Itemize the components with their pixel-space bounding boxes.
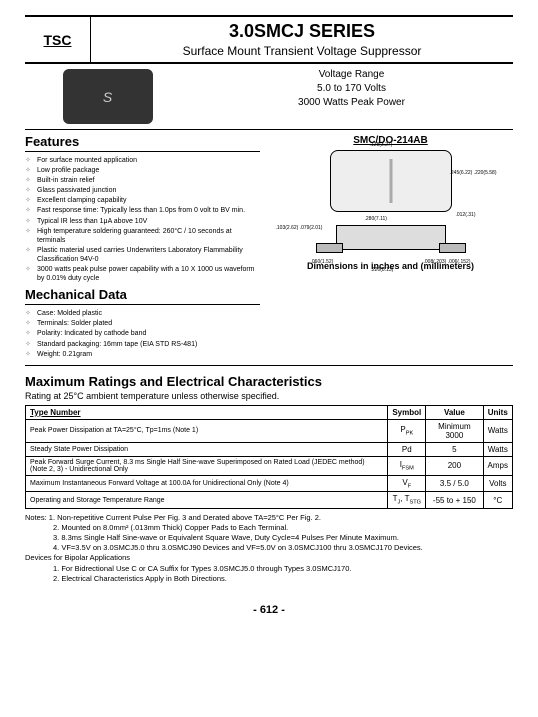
bipolar-item: 1. For Bidrectional Use C or CA Suffix f… — [25, 564, 513, 574]
cell-value: 200 — [426, 456, 483, 475]
voltage-range-cell: Voltage Range 5.0 to 170 Volts 3000 Watt… — [190, 64, 513, 129]
component-image-cell: S — [25, 64, 190, 129]
cell-symbol: Pd — [388, 442, 426, 456]
note-item: 1. Non-repetitive Current Pulse Per Fig.… — [49, 513, 321, 522]
series-title: 3.0SMCJ SERIES — [95, 21, 509, 42]
voltage-range: 5.0 to 170 Volts — [194, 82, 509, 96]
bipolar-label: Devices for Bipolar Applications — [25, 553, 513, 563]
cell-param: Peak Forward Surge Current, 8.3 ms Singl… — [26, 456, 388, 475]
cell-symbol: IFSM — [388, 456, 426, 475]
dim-label: .060(1.52) — [311, 259, 334, 265]
mech-item: Terminals: Solder plated — [25, 319, 260, 328]
ratings-subtitle: Rating at 25°C ambient temperature unles… — [25, 391, 513, 401]
series-subtitle: Surface Mount Transient Voltage Suppress… — [95, 44, 509, 58]
notes-label: Notes: — [25, 513, 47, 522]
title-cell: 3.0SMCJ SERIES Surface Mount Transient V… — [91, 17, 513, 62]
cell-symbol: VF — [388, 475, 426, 492]
col-units: Units — [483, 405, 512, 419]
cell-value: 5 — [426, 442, 483, 456]
col-type: Type Number — [26, 405, 388, 419]
feature-item: Glass passivated junction — [25, 186, 260, 195]
voltage-heading: Voltage Range — [194, 68, 509, 82]
mechanical-list: Case: Molded plastic Terminals: Solder p… — [25, 309, 260, 358]
package-side-view: .012(.31) .103(2.62) .079(2.01) .060(1.5… — [316, 220, 466, 255]
logo-cell: TSC — [25, 17, 91, 62]
cell-symbol: TJ, TSTG — [388, 492, 426, 509]
feature-item: For surface mounted application — [25, 156, 260, 165]
package-top-view — [330, 150, 452, 212]
table-row: Peak Power Dissipation at TA=25°C, Tp=1m… — [26, 419, 513, 442]
cell-param: Steady State Power Dissipation — [26, 442, 388, 456]
dim-label: .103(2.62) .079(2.01) — [276, 225, 323, 231]
mech-item: Weight: 0.21gram — [25, 350, 260, 359]
cell-units: °C — [483, 492, 512, 509]
note-item: 2. Mounted on 8.0mm² (.013mm Thick) Copp… — [25, 523, 513, 533]
feature-item: High temperature soldering guaranteed: 2… — [25, 227, 260, 245]
cell-units: Amps — [483, 456, 512, 475]
cell-param: Maximum Instantaneous Forward Voltage at… — [26, 475, 388, 492]
feature-item: Typical IR less than 1μA above 10V — [25, 217, 260, 226]
dim-label: .008(.203) .006(.152) — [424, 259, 471, 265]
note-item: 4. VF=3.5V on 3.0SMCJ5.0 thru 3.0SMCJ90 … — [25, 543, 513, 553]
table-header-row: Type Number Symbol Value Units — [26, 405, 513, 419]
feature-item: Fast response time: Typically less than … — [25, 206, 260, 215]
feature-item: Built-in strain relief — [25, 176, 260, 185]
voltage-power: 3000 Watts Peak Power — [194, 96, 509, 110]
dim-label: .012(.31) — [455, 212, 475, 218]
cell-param: Operating and Storage Temperature Range — [26, 492, 388, 509]
cell-value: 3.5 / 5.0 — [426, 475, 483, 492]
spec-table: Type Number Symbol Value Units Peak Powe… — [25, 405, 513, 509]
features-title: Features — [25, 134, 260, 152]
table-row: Operating and Storage Temperature Range … — [26, 492, 513, 509]
features-list: For surface mounted application Low prof… — [25, 156, 260, 283]
logo: TSC — [44, 32, 72, 48]
feature-item: Low profile package — [25, 166, 260, 175]
mech-item: Standard packaging: 16mm tape (EIA STD R… — [25, 340, 260, 349]
package-diagram: .128(3.27) .280(7.11) .245(6.22) .220(5.… — [273, 150, 508, 255]
feature-item: 3000 watts peak pulse power capability w… — [25, 265, 260, 283]
bipolar-item: 2. Electrical Characteristics Apply in B… — [25, 574, 513, 584]
table-row: Peak Forward Surge Current, 8.3 ms Singl… — [26, 456, 513, 475]
dim-label: .220(8.13) — [371, 267, 394, 273]
component-shape: S — [63, 69, 153, 124]
col-value: Value — [426, 405, 483, 419]
cell-value: Minimum 3000 — [426, 419, 483, 442]
cell-units: Watts — [483, 419, 512, 442]
cell-units: Watts — [483, 442, 512, 456]
mech-item: Polarity: Indicated by cathode band — [25, 329, 260, 338]
table-row: Maximum Instantaneous Forward Voltage at… — [26, 475, 513, 492]
cell-value: -55 to + 150 — [426, 492, 483, 509]
mech-item: Case: Molded plastic — [25, 309, 260, 318]
cell-param: Peak Power Dissipation at TA=25°C, Tp=1m… — [26, 419, 388, 442]
cell-symbol: PPK — [388, 419, 426, 442]
col-symbol: Symbol — [388, 405, 426, 419]
feature-item: Plastic material used carries Underwrite… — [25, 246, 260, 264]
page-number: - 612 - — [25, 604, 513, 616]
cell-units: Volts — [483, 475, 512, 492]
feature-item: Excellent clamping capability — [25, 196, 260, 205]
mechanical-title: Mechanical Data — [25, 287, 260, 305]
table-row: Steady State Power Dissipation Pd 5 Watt… — [26, 442, 513, 456]
notes-block: Notes: 1. Non-repetitive Current Pulse P… — [25, 513, 513, 584]
dim-label: .245(6.22) .220(5.58) — [450, 170, 497, 176]
ratings-title: Maximum Ratings and Electrical Character… — [25, 374, 513, 389]
dim-label: .128(3.27) — [370, 142, 393, 148]
note-item: 3. 8.3ms Single Half Sine-wave or Equiva… — [25, 533, 513, 543]
